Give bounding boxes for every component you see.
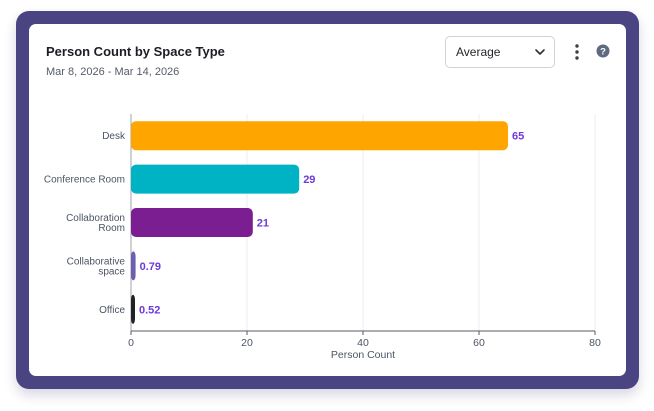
bar bbox=[131, 208, 253, 237]
bar bbox=[131, 251, 136, 281]
chart-title: Person Count by Space Type bbox=[46, 44, 225, 59]
bar-value-label: 0.79 bbox=[140, 261, 161, 273]
bar-chart: 0 20 40 60 80 Person Count 65 Desk 29 Conference … bbox=[44, 114, 601, 361]
more-vertical-icon[interactable] bbox=[569, 42, 585, 62]
bar-value-label: 21 bbox=[257, 218, 269, 230]
bar-value-label: 0.52 bbox=[139, 304, 160, 316]
chart-card: Person Count by Space Type Mar 8, 2026 -… bbox=[29, 24, 626, 376]
x-tick-label: 0 bbox=[128, 337, 134, 349]
x-tick-label: 40 bbox=[357, 337, 369, 349]
y-category-label: Desk bbox=[102, 131, 126, 142]
bar bbox=[131, 294, 135, 324]
date-range: Mar 8, 2026 - Mar 14, 2026 bbox=[46, 66, 180, 78]
bar bbox=[131, 164, 300, 194]
aggregation-select[interactable]: Average bbox=[445, 36, 555, 68]
bar-value-label: 65 bbox=[512, 131, 524, 143]
aggregation-select-value: Average bbox=[456, 45, 501, 59]
y-category-label: Office bbox=[99, 305, 125, 316]
y-category-label: Collaborative space bbox=[67, 256, 126, 277]
x-tick-label: 60 bbox=[473, 337, 485, 349]
widget-frame: Person Count by Space Type Mar 8, 2026 -… bbox=[16, 11, 639, 389]
x-tick-label: 20 bbox=[241, 337, 253, 349]
help-circle-icon[interactable]: ? bbox=[596, 44, 610, 58]
bar bbox=[131, 121, 508, 151]
chevron-down-icon bbox=[535, 49, 545, 55]
x-tick-label: 80 bbox=[589, 337, 601, 349]
x-axis-title: Person Count bbox=[331, 349, 395, 361]
svg-text:?: ? bbox=[600, 47, 606, 58]
y-category-label: Collaboration Room bbox=[66, 213, 125, 234]
y-category-label: Conference Room bbox=[44, 175, 125, 186]
bar-value-label: 29 bbox=[303, 174, 315, 186]
